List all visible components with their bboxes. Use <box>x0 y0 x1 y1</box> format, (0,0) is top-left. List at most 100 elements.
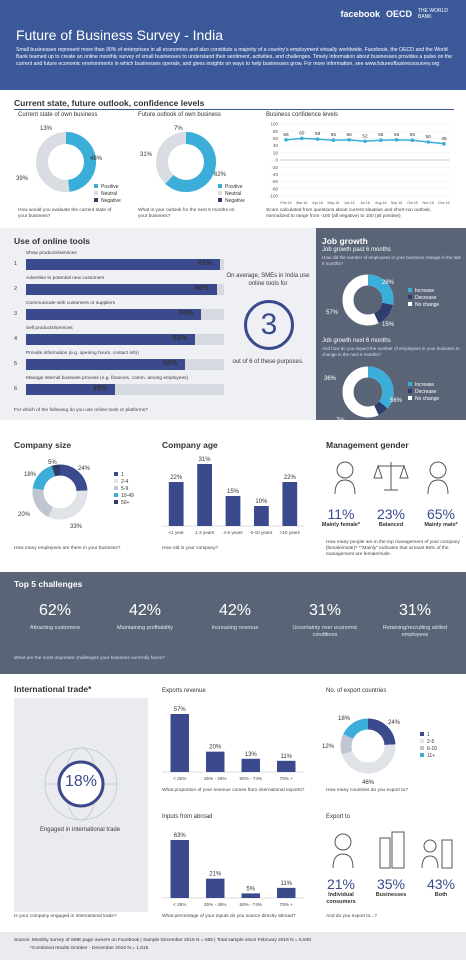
size-label-2-4: 33% <box>70 524 83 530</box>
data-label: 56 <box>283 132 289 138</box>
legend-nochange: No change <box>415 396 439 402</box>
stat-item: 43% Both <box>416 876 466 906</box>
stat-pct: 35% <box>376 876 406 892</box>
legend-neutral: Neutral <box>225 191 241 197</box>
future-neutral-label: 31% <box>140 152 153 158</box>
company-age-question: How old is your company? <box>162 546 219 551</box>
challenge-pct: 31% <box>398 602 432 619</box>
future-outlook-donut: 62% 31% 7% Positive Neutral Negative <box>140 126 245 204</box>
company-size-question: How many employees are there in your bus… <box>14 546 121 551</box>
company-age-bar-chart: 22% <1 year 31% 1-3 years 15% 4-5 years 10% 6-1… <box>162 457 304 535</box>
trade-title: International trade* <box>14 684 92 694</box>
bar <box>170 714 189 772</box>
x-tick-label: Nov 16 <box>423 201 434 205</box>
exports-revenue-bar-chart: 57% < 25% 20% 25% - 49% 13% 50% - 74% 11% 75% + <box>162 707 304 781</box>
export-to-stats: 21% Individual consumers 35% Businesses 43% B… <box>316 876 466 906</box>
stat-pct: 43% <box>426 876 456 892</box>
future-negative-label: 7% <box>174 126 183 132</box>
job-growth-title: Job growth <box>322 236 368 246</box>
x-tick-label: Apr 16 <box>312 201 323 205</box>
y-tick-label: -20 <box>271 165 278 170</box>
x-tick-label: Aug 16 <box>375 201 386 205</box>
challenge-label: Maintaining profitability <box>117 625 173 631</box>
bar <box>206 878 225 898</box>
countries-legend-1: 1 <box>427 732 430 738</box>
person-buildings-icon <box>421 839 453 869</box>
future-positive-label: 62% <box>214 172 227 178</box>
intro-paragraph: Small businesses represent more than 90%… <box>16 47 452 67</box>
data-point <box>394 138 399 142</box>
gender-icons <box>334 461 449 495</box>
data-label: 60 <box>299 130 305 136</box>
scale-icon <box>373 462 409 491</box>
online-tool-track: 28% <box>26 384 224 395</box>
inputs-abroad-question: What percentage of your inputs do you so… <box>162 914 296 919</box>
size-label-5-9: 20% <box>18 512 31 518</box>
x-category-label: 75% + <box>280 902 293 907</box>
company-size-title: Company size <box>14 440 72 450</box>
partner-logos: facebook OECD THE WORLD BANK <box>340 8 458 20</box>
bar-value-label: 15% <box>227 489 240 495</box>
challenges-question: What are the most important challenges y… <box>14 656 165 661</box>
x-category-label: >10 years <box>280 530 301 535</box>
online-tool-label: Show products/services <box>26 251 77 256</box>
legend-increase: Increase <box>415 288 434 294</box>
data-point <box>379 138 383 142</box>
export-to-icons <box>332 831 453 869</box>
x-category-label: 4-5 years <box>223 530 243 535</box>
stat-item: 21% Individual consumers <box>316 876 366 906</box>
trade-question: Is your company engaged in international… <box>14 914 117 919</box>
legend-negative: Negative <box>101 198 121 204</box>
legend-increase: Increase <box>415 382 434 388</box>
x-category-label: 25% - 49% <box>204 902 226 907</box>
bar <box>254 506 269 526</box>
x-category-label: 50% - 74% <box>240 776 262 781</box>
x-category-label: 75% + <box>280 776 293 781</box>
job-past-title: Job growth past 6 months <box>322 247 391 253</box>
stat-item: 11% Mainly female* <box>316 506 366 529</box>
challenge-item: 62% Attracting customers <box>10 602 100 639</box>
online-tool-pct: 55% <box>178 310 193 317</box>
x-category-label: 1-3 years <box>195 530 215 535</box>
export-to-title: Export to <box>326 814 351 820</box>
online-tool-row: 3 Communicate with customers or suppliers… <box>14 300 224 324</box>
x-tick-label: Sep 16 <box>391 201 402 205</box>
challenges-section <box>0 572 466 674</box>
data-point <box>300 136 304 141</box>
online-tool-track: 55% <box>26 309 224 320</box>
online-tool-number: 2 <box>14 286 18 292</box>
y-tick-label: -80 <box>271 186 278 191</box>
bar-value-label: 11% <box>280 754 292 760</box>
online-tool-row: 6 Manage internal business process (e.g. … <box>14 375 224 399</box>
data-label: 52 <box>362 133 368 139</box>
x-category-label: 50% - 74% <box>240 902 262 907</box>
bar <box>277 760 296 772</box>
x-tick-label: Jul 16 <box>360 201 370 205</box>
export-countries-donut: 24% 46% 12% 18% 1 2-5 6-10 11+ <box>322 716 437 786</box>
online-tool-number: 5 <box>14 361 18 367</box>
legend-positive: Positive <box>225 184 243 190</box>
countries-legend-2: 2-5 <box>427 739 434 745</box>
male-person-icon <box>427 461 449 495</box>
size-legend-1: 1 <box>121 472 124 478</box>
bar-value-label: 22% <box>284 475 297 481</box>
x-category-label: 6-10 years <box>251 530 273 535</box>
x-category-label: < 25% <box>173 902 186 907</box>
bar-value-label: 57% <box>174 707 187 713</box>
y-tick-label: -60 <box>271 179 278 184</box>
countries-label-1: 24% <box>388 720 401 726</box>
trade-engaged-pct: 18% <box>64 773 98 790</box>
online-tool-bar: 53% <box>26 334 195 345</box>
x-tick-label: Oct 16 <box>407 201 418 205</box>
x-category-label: <1 year <box>168 530 184 535</box>
footer <box>0 932 466 960</box>
confidence-title: Business confidence levels <box>266 112 339 118</box>
online-tool-pct: 61% <box>198 260 213 267</box>
stat-pct: 11% <box>327 506 355 522</box>
buildings-icon <box>379 831 405 869</box>
data-point <box>410 138 415 142</box>
online-avg-subtext: out of 6 of these purposes. <box>232 359 304 365</box>
data-point <box>315 137 320 141</box>
online-tool-label: Sell products/services <box>26 326 73 331</box>
bar <box>206 751 225 772</box>
